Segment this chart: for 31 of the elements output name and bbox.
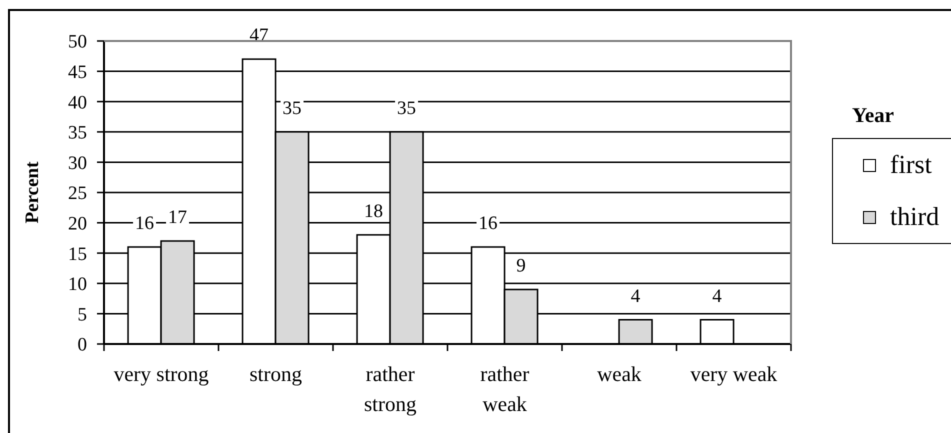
legend-title: Year bbox=[851, 102, 895, 129]
y-tick-label: 15 bbox=[68, 244, 87, 265]
x-tick-label: very weak bbox=[690, 362, 778, 386]
x-tick-label: strong bbox=[250, 362, 302, 386]
data-label: 18 bbox=[364, 200, 384, 222]
y-tick-label: 5 bbox=[78, 304, 87, 326]
data-label: 9 bbox=[516, 255, 526, 276]
x-tick-label: rather strong bbox=[364, 362, 417, 416]
y-tick-label: 45 bbox=[68, 62, 87, 84]
data-label: 16 bbox=[478, 213, 498, 234]
y-tick-label: 40 bbox=[68, 92, 87, 114]
data-label: 17 bbox=[168, 206, 188, 228]
y-tick-label: 25 bbox=[68, 183, 87, 204]
y-tick-label: 50 bbox=[68, 32, 87, 53]
y-tick-label: 35 bbox=[68, 122, 87, 144]
data-label: 35 bbox=[282, 98, 302, 119]
y-tick-label: 0 bbox=[78, 334, 87, 356]
data-label: 16 bbox=[135, 213, 154, 234]
x-tick-label: rather weak bbox=[480, 362, 530, 416]
legend-label: third bbox=[890, 202, 940, 232]
data-label: 35 bbox=[397, 98, 416, 119]
y-tick-label: 10 bbox=[68, 274, 87, 296]
data-label: 4 bbox=[630, 286, 641, 307]
y-tick-label: 20 bbox=[68, 214, 87, 235]
data-label: 4 bbox=[712, 286, 722, 307]
x-tick-label: weak bbox=[597, 362, 642, 386]
legend-label: first bbox=[890, 150, 932, 180]
data-label: 47 bbox=[250, 25, 269, 46]
y-axis-title: Percent bbox=[22, 160, 43, 224]
y-tick-label: 30 bbox=[68, 152, 87, 174]
x-tick-label: very strong bbox=[114, 362, 210, 386]
